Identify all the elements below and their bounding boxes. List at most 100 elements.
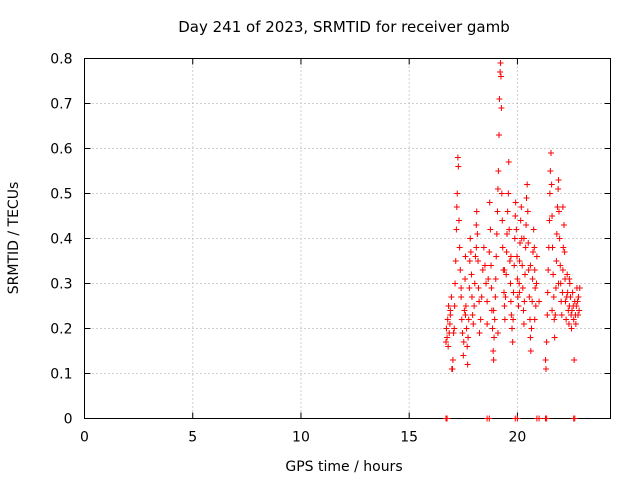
data-point [559, 204, 566, 210]
data-point [445, 303, 452, 309]
data-point [530, 226, 537, 233]
data-point [560, 244, 567, 251]
data-point [533, 280, 540, 287]
data-point [472, 253, 479, 260]
data-point [561, 249, 568, 255]
data-point [458, 316, 465, 323]
data-point [465, 316, 472, 323]
data-point [575, 312, 582, 318]
data-point [489, 325, 496, 332]
x-tick-label: 0 [80, 430, 89, 446]
data-point [544, 289, 551, 296]
data-point [444, 415, 451, 422]
data-point [451, 325, 458, 332]
data-point [509, 339, 516, 345]
data-point [511, 235, 518, 242]
data-point [519, 285, 526, 291]
data-point [551, 316, 558, 323]
data-point [531, 267, 538, 273]
data-point [481, 262, 488, 269]
data-point [565, 321, 572, 327]
data-point [533, 253, 540, 260]
data-point [494, 330, 501, 336]
data-point [454, 154, 461, 161]
data-point [452, 258, 459, 264]
data-point [522, 244, 529, 251]
x-tick-label: 20 [509, 430, 527, 446]
data-point [494, 186, 501, 192]
data-point [462, 253, 469, 260]
data-point [545, 267, 552, 273]
data-point [491, 334, 498, 341]
y-axis-label: SRMTID / TECUs [6, 182, 22, 295]
y-axis: 0 0.1 0.2 0.3 0.4 0.5 0.6 0.7 0.8 [50, 52, 611, 428]
data-point [490, 348, 497, 354]
data-point [563, 316, 570, 323]
data-point [485, 276, 492, 282]
data-point [555, 177, 562, 183]
data-point [549, 244, 556, 251]
grid-lines [84, 58, 611, 419]
x-axis: 0 5 10 15 20 [80, 58, 527, 446]
data-point [490, 357, 497, 363]
data-point [571, 415, 578, 422]
data-point [559, 289, 566, 296]
data-point [570, 316, 577, 323]
data-point [449, 357, 456, 363]
data-point [464, 343, 471, 350]
data-point [568, 325, 575, 332]
data-point [567, 294, 574, 300]
data-point [473, 222, 480, 228]
data-point [527, 334, 534, 341]
data-point [502, 294, 509, 300]
data-point [470, 321, 477, 327]
y-tick-label: 0.3 [50, 277, 72, 293]
data-point [557, 262, 564, 269]
data-point [453, 204, 460, 210]
data-point [520, 307, 527, 314]
data-point [517, 240, 524, 246]
data-point [509, 325, 516, 332]
data-point [520, 235, 527, 242]
data-point [473, 244, 480, 251]
data-point [465, 334, 472, 341]
data-point [474, 231, 481, 237]
data-point [486, 415, 493, 422]
data-point [469, 312, 476, 318]
data-point [514, 294, 521, 300]
data-point [447, 307, 454, 314]
data-point [466, 285, 473, 291]
data-point [568, 307, 575, 314]
data-point [455, 217, 462, 224]
data-point [552, 285, 559, 291]
data-point [468, 294, 475, 300]
data-point [458, 294, 465, 300]
data-point [507, 280, 514, 287]
data-point [467, 249, 474, 255]
data-point [503, 271, 510, 278]
data-point [459, 330, 466, 336]
data-point [471, 280, 478, 287]
data-point [507, 298, 514, 305]
data-point [523, 195, 530, 201]
data-point [515, 303, 522, 309]
data-point [446, 321, 453, 327]
data-point [571, 357, 578, 363]
data-point [552, 312, 559, 318]
data-point [492, 276, 499, 282]
data-point [460, 352, 467, 359]
data-point [536, 415, 543, 422]
data-point [498, 105, 505, 111]
data-point [466, 258, 473, 264]
data-point [492, 294, 499, 300]
data-point [531, 316, 538, 323]
data-point [518, 204, 525, 210]
x-tick-label: 10 [292, 430, 310, 446]
data-point [483, 280, 490, 287]
data-point [451, 303, 458, 309]
x-tick-label: 5 [188, 430, 197, 446]
y-tick-label: 0.6 [50, 142, 72, 158]
data-point [532, 285, 539, 291]
data-point [468, 271, 475, 278]
